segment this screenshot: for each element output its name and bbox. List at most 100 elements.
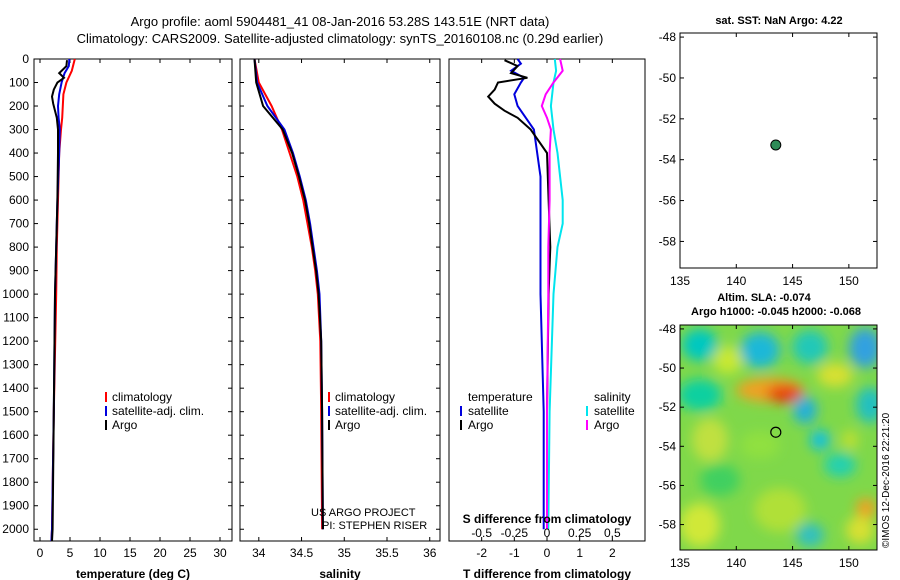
x-tick-label: 35.5 — [375, 546, 399, 560]
header-line2: Climatology: CARS2009. Satellite-adjuste… — [77, 31, 604, 46]
legend-label: climatology — [112, 390, 172, 404]
y-tick-label: -54 — [659, 153, 677, 167]
legend-title-temperature: temperature — [468, 390, 533, 404]
sst-title: sat. SST: NaN Argo: 4.22 — [715, 15, 842, 27]
legend-label: satellite-adj. clim. — [335, 404, 427, 418]
x-tick-label: 145 — [783, 556, 803, 570]
salinity-legend: climatology satellite-adj. clim. Argo — [328, 390, 427, 432]
project-line2: PI: STEPHEN RISER — [322, 520, 427, 532]
y-tick-label: 1400 — [2, 381, 29, 395]
map-frame — [679, 32, 878, 269]
legend-label: climatology — [335, 390, 395, 404]
s-tick-label: 0 — [544, 526, 551, 540]
y-tick-label: -50 — [659, 71, 677, 85]
sla-title: Altim. SLA: -0.074 — [717, 292, 811, 304]
difference-panel: -2 -1 0 1 2 T difference from climatology -0.5… — [448, 58, 646, 580]
y-tick-label: -50 — [659, 361, 677, 375]
y-tick-label: 1900 — [2, 499, 29, 513]
y-tick-label: 700 — [9, 217, 29, 231]
legend-label: satellite — [468, 404, 509, 418]
difference-legend: temperature satellite Argo salinity sate… — [460, 390, 635, 432]
x-tick-label: 140 — [726, 274, 746, 288]
legend-swatch-argo — [460, 420, 462, 430]
legend-swatch-argo — [105, 420, 107, 430]
s-axis-label: S difference from climatology — [463, 512, 632, 526]
y-tick-label: -58 — [659, 234, 677, 248]
legend-label: Argo — [335, 418, 361, 432]
sla-map-panel: 135 140 145 150 -48 -50 -52 -54 -56 -58 — [659, 322, 878, 570]
y-tick-label: 1200 — [2, 334, 29, 348]
legend-label: Argo — [468, 418, 494, 432]
sla-subtitle: Argo h1000: -0.045 h2000: -0.068 — [691, 306, 861, 318]
y-tick-label: 0 — [22, 52, 29, 66]
x-tick-label: -1 — [509, 546, 520, 560]
x-tick-label: 10 — [93, 546, 107, 560]
y-tick-label: 1800 — [2, 475, 29, 489]
y-tick-label: -52 — [659, 400, 677, 414]
x-tick-label: 5 — [67, 546, 74, 560]
map-background — [680, 33, 877, 268]
y-tick-label: -48 — [659, 30, 677, 44]
salinity-panel: 34 34.5 35 35.5 36 salinity — [239, 58, 441, 580]
x-axis-label: salinity — [319, 567, 361, 580]
y-tick-label: 200 — [9, 99, 29, 113]
legend-label: Argo — [594, 418, 620, 432]
series-argo — [253, 58, 324, 530]
y-tick-label: 800 — [9, 240, 29, 254]
s-tick-label: 0.25 — [568, 526, 592, 540]
legend-swatch-climatology — [105, 392, 107, 402]
x-tick-label: 0 — [37, 546, 44, 560]
legend-swatch-sal-argo — [586, 420, 588, 430]
y-tick-label: -52 — [659, 112, 677, 126]
s-tick-label: 0.5 — [604, 526, 621, 540]
y-tick-label: 100 — [9, 76, 29, 90]
plot-frame — [33, 58, 233, 542]
credit-text: ©IMOS 12-Dec-2016 22:21:20 — [881, 412, 892, 548]
legend-swatch-satellite — [105, 406, 107, 416]
y-tick-label: 900 — [9, 264, 29, 278]
legend-swatch-argo — [328, 420, 330, 430]
y-tick-label: 300 — [9, 123, 29, 137]
x-tick-label: 25 — [183, 546, 197, 560]
y-tick-label: -54 — [659, 439, 677, 453]
legend-swatch-satellite — [460, 406, 462, 416]
legend-label: satellite — [594, 404, 635, 418]
y-tick-label: -48 — [659, 322, 677, 336]
x-tick-label: 30 — [213, 546, 227, 560]
series-temperature-satellite — [509, 58, 545, 530]
y-tick-label: 1000 — [2, 287, 29, 301]
sst-map-panel: 135 140 145 150 -48 -50 -52 -54 -56 -58 — [659, 30, 878, 288]
argo-location-marker — [770, 139, 782, 151]
y-tick-label: 400 — [9, 146, 29, 160]
y-tick-label: -56 — [659, 478, 677, 492]
legend-label: satellite-adj. clim. — [112, 404, 204, 418]
x-tick-label: 15 — [123, 546, 137, 560]
map-frame — [679, 324, 878, 551]
x-tick-label: 150 — [839, 556, 859, 570]
x-tick-label: 150 — [839, 274, 859, 288]
sla-heatmap — [680, 325, 877, 550]
x-tick-label: 145 — [783, 274, 803, 288]
y-tick-label: -58 — [659, 518, 677, 532]
header-line1: Argo profile: aoml 5904481_41 08-Jan-201… — [131, 14, 550, 29]
x-tick-label: 2 — [609, 546, 616, 560]
s-tick-label: -0.5 — [471, 526, 492, 540]
x-tick-label: 1 — [576, 546, 583, 560]
y-tick-label: 1300 — [2, 358, 29, 372]
y-tick-label: 1700 — [2, 452, 29, 466]
plot-frame — [239, 58, 441, 542]
x-tick-label: 135 — [670, 556, 690, 570]
x-axis-label: T difference from climatology — [463, 567, 631, 580]
temperature-legend: climatology satellite-adj. clim. Argo — [105, 390, 204, 432]
x-axis-label: temperature (deg C) — [76, 567, 190, 580]
y-tick-label: 1500 — [2, 405, 29, 419]
x-tick-label: 36 — [423, 546, 437, 560]
y-tick-label: -56 — [659, 194, 677, 208]
y-tick-label: 600 — [9, 193, 29, 207]
x-tick-label: 135 — [670, 274, 690, 288]
temperature-panel: 0100200300400500600700800900100011001200… — [2, 52, 233, 580]
argo-location-marker — [770, 426, 782, 438]
x-tick-label: 140 — [726, 556, 746, 570]
legend-title-salinity: salinity — [594, 390, 631, 404]
